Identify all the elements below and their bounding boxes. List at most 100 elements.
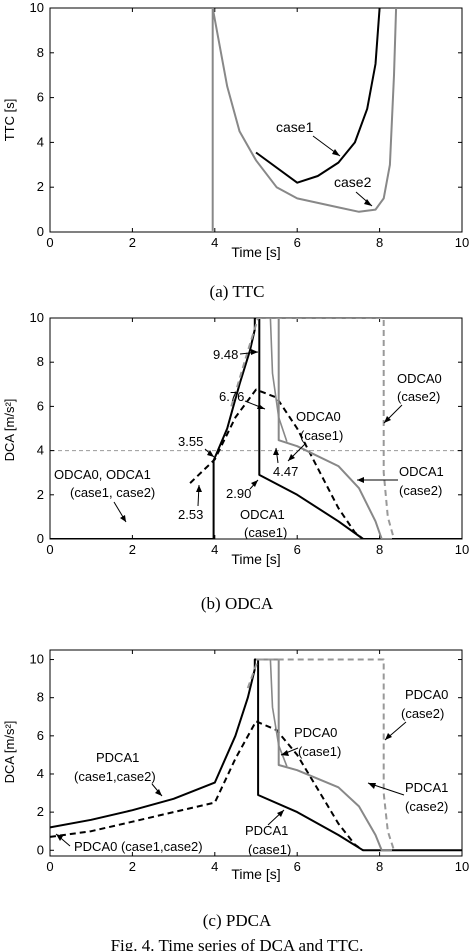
arrow-head-case2 — [364, 199, 372, 206]
y-tick-label-ttc-3: 6 — [37, 90, 44, 105]
label-pdca0-case1-sub: (case1) — [298, 744, 341, 759]
arrow-head-290 — [251, 480, 258, 487]
label-odca1-case1-sub: (case1) — [244, 525, 287, 540]
label-odca0-odca1-cases: (case1, case2) — [70, 485, 155, 500]
x-tick-label-odca-2: 4 — [211, 542, 218, 557]
arrow-head-447 — [273, 448, 279, 455]
x-tick-label-pdca-3: 6 — [294, 859, 301, 874]
x-tick-label-ttc-4: 8 — [376, 235, 383, 250]
caption-ttc: (a) TTC — [210, 282, 265, 301]
arrow-head-pdca0-case1 — [281, 750, 289, 756]
label-pdca0-both: PDCA0 (case1,case2) — [74, 839, 203, 854]
series-line-pdca-3 — [246, 658, 395, 851]
arrow-head-odca1-case2 — [357, 477, 364, 483]
value-label-290: 2.90 — [226, 486, 251, 501]
arrow-head-948 — [251, 349, 258, 355]
panel-pdca: 0 2 4 6 8 10 0 2 4 6 8 10 PDCA1 (case1,case2) PDCA0… — [2, 649, 469, 930]
x-tick-label-odca-5: 10 — [455, 542, 469, 557]
arrow-head-pdca1-both — [155, 789, 162, 796]
y-tick-label-ttc-5: 10 — [30, 0, 44, 15]
label-odca0-case1-sub: (case1) — [300, 428, 343, 443]
label-pdca0-case2-sub: (case2) — [401, 706, 444, 721]
x-tick-label-ttc-5: 10 — [455, 235, 469, 250]
label-odca0-odca1: ODCA0, ODCA1 — [54, 467, 151, 482]
annotations-pdca: PDCA1 (case1,case2) PDCA0 (case1,case2) … — [55, 687, 448, 857]
label-case2: case2 — [334, 174, 372, 190]
y-tick-label-odca-3: 6 — [37, 398, 44, 413]
y-tick-label-odca-0: 0 — [37, 531, 44, 546]
series-line-pdca-4 — [269, 659, 288, 767]
panel-ttc: 0 2 4 6 8 10 0 2 4 6 8 10 case1 case2 Time [s] TTC … — [2, 0, 469, 301]
caption-odca: (b) ODCA — [201, 594, 274, 613]
value-label-447: 4.47 — [273, 464, 298, 479]
y-tick-label-odca-4: 8 — [37, 354, 44, 369]
value-label-948: 9.48 — [213, 347, 238, 362]
x-tick-label-pdca-0: 0 — [46, 859, 53, 874]
label-odca0-case1: ODCA0 — [296, 409, 341, 424]
label-pdca0-case1: PDCA0 — [294, 725, 337, 740]
arrow-head-pdca0-case2 — [385, 733, 392, 740]
label-odca1-case2: ODCA1 — [399, 464, 444, 479]
label-odca1-case2-sub: (case2) — [399, 483, 442, 498]
label-odca0-case2: ODCA0 — [397, 371, 442, 386]
y-axis-title-odca: DCA [m/s²] — [2, 399, 17, 462]
arrow-head-odca0-case2 — [384, 416, 391, 423]
arrow-head-odca0-odca1 — [120, 515, 126, 522]
y-tick-label-odca-1: 2 — [37, 487, 44, 502]
y-tick-label-ttc-2: 4 — [37, 134, 44, 149]
label-case1: case1 — [276, 119, 314, 135]
arrow-head-odca0-case1 — [288, 454, 295, 461]
value-label-676: 6.76 — [219, 389, 244, 404]
y-axis-title-pdca: DCA [m/s²] — [2, 721, 17, 784]
x-axis-title-pdca: Time [s] — [231, 866, 280, 882]
x-tick-label-ttc-2: 4 — [211, 235, 218, 250]
arrow-head-pdca1-case2 — [368, 783, 376, 789]
plot-frame-ttc — [49, 7, 463, 233]
x-tick-label-odca-1: 2 — [129, 542, 136, 557]
value-label-355: 3.55 — [178, 434, 203, 449]
label-pdca1-both: PDCA1 — [96, 750, 139, 765]
x-tick-label-pdca-5: 10 — [455, 859, 469, 874]
arrow-head-253 — [196, 485, 202, 492]
x-tick-label-ttc-1: 2 — [129, 235, 136, 250]
x-tick-label-pdca-2: 4 — [211, 859, 218, 874]
series-line-ttc-1 — [211, 8, 398, 231]
y-tick-label-pdca-0: 0 — [37, 842, 44, 857]
figure-caption: Fig. 4. Time series of DCA and TTC. — [111, 936, 364, 951]
x-tick-label-ttc-0: 0 — [46, 235, 53, 250]
y-tick-label-odca-2: 4 — [37, 443, 44, 458]
x-tick-label-ttc-3: 6 — [294, 235, 301, 250]
arrow-head-pdca1-case1 — [277, 810, 284, 817]
y-tick-label-odca-5: 10 — [30, 310, 44, 325]
y-axis-title-ttc: TTC [s] — [2, 99, 17, 142]
arrow-head-355 — [207, 450, 214, 457]
y-tick-label-ttc-0: 0 — [37, 224, 44, 239]
label-pdca1-both-sub: (case1,case2) — [74, 769, 156, 784]
series-line-pdca-1 — [50, 720, 364, 852]
value-label-253: 2.53 — [178, 507, 203, 522]
series-line-odca-4 — [269, 318, 288, 443]
label-pdca1-case1: PDCA1 — [245, 823, 288, 838]
x-tick-label-odca-0: 0 — [46, 542, 53, 557]
y-tick-label-pdca-4: 8 — [37, 690, 44, 705]
annotations-odca: 9.48 6.76 3.55 2.53 2.90 4.47 ODCA0, ODC… — [54, 347, 444, 540]
y-tick-label-pdca-3: 6 — [37, 728, 44, 743]
series-line-ttc-0 — [255, 8, 381, 184]
plot-frame-pdca — [49, 649, 463, 857]
arrow-head-case1 — [332, 149, 340, 156]
x-tick-label-odca-4: 8 — [376, 542, 383, 557]
label-odca0-case2-sub: (case2) — [397, 389, 440, 404]
label-pdca0-case2: PDCA0 — [405, 687, 448, 702]
arrow-head-676 — [257, 404, 265, 409]
label-odca1-case1: ODCA1 — [240, 507, 285, 522]
series-line-odca-2 — [256, 318, 392, 539]
label-pdca1-case1-sub: (case1) — [248, 842, 291, 857]
series-line-odca-0 — [50, 318, 462, 539]
caption-pdca: (c) PDCA — [203, 911, 272, 930]
y-tick-label-ttc-4: 8 — [37, 45, 44, 60]
series-line-pdca-2 — [256, 658, 392, 852]
panel-odca: 0 2 4 6 8 10 0 2 4 6 8 10 9.48 6.76 3.55 2.53 2.90 … — [2, 310, 469, 613]
x-tick-label-pdca-1: 2 — [129, 859, 136, 874]
x-axis-title-ttc: Time [s] — [231, 244, 280, 260]
